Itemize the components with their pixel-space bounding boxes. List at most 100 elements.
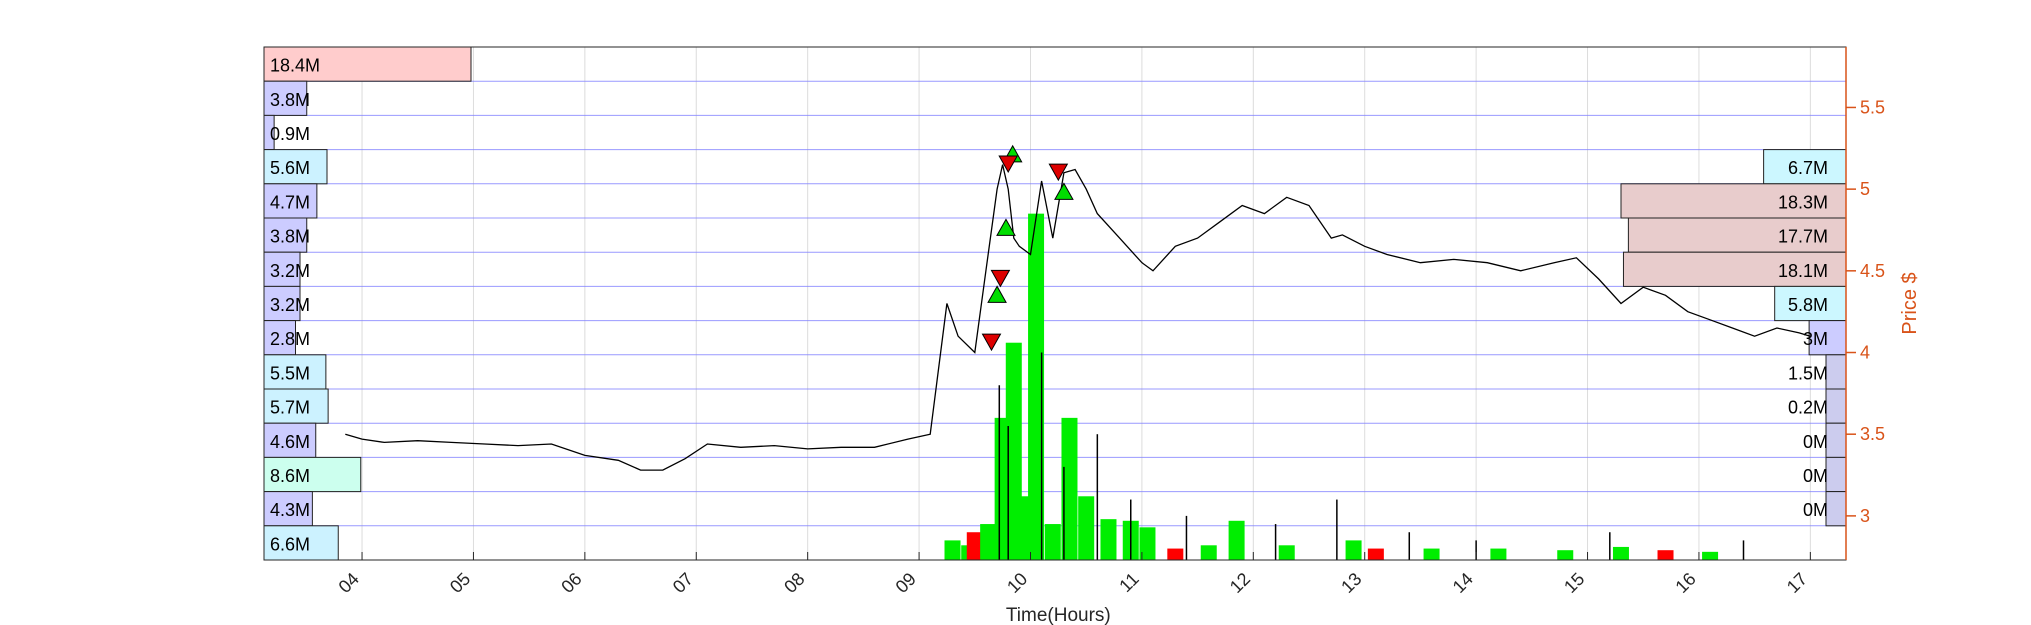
price-series	[345, 164, 1811, 471]
right-profile-label: 18.3M	[1778, 192, 1828, 212]
left-profile-label: 3.8M	[270, 227, 310, 247]
left-profile-label: 4.6M	[270, 432, 310, 452]
left-profile-bar	[263, 491, 313, 527]
right-volume-profile: 6.7M 18.3M 17.7M 18.1M 5.8M 3M 1.5M 0.2M 0M 0M 0M	[1620, 149, 1847, 527]
x-tick-label: 12	[1226, 569, 1254, 597]
volume-bar	[1657, 550, 1674, 560]
x-tick-label: 14	[1449, 569, 1477, 597]
right-profile-label: 18.1M	[1778, 261, 1828, 281]
right-profile-label: 6.7M	[1788, 158, 1828, 178]
x-tick-label: 11	[1115, 569, 1142, 596]
right-y-axis: 3 3.5 4 4.5 5 5.5	[1845, 47, 1885, 560]
buy-marker	[996, 218, 1016, 236]
volume-bar	[1078, 496, 1095, 560]
x-tick-label: 17	[1783, 569, 1811, 597]
right-profile-bar	[1808, 320, 1847, 356]
volume-bar	[1139, 527, 1156, 560]
right-profile-label: 0M	[1803, 432, 1828, 452]
volume-bar	[1167, 548, 1184, 560]
grid	[361, 47, 1811, 560]
volume-bar	[1028, 213, 1045, 560]
right-profile-label: 0M	[1803, 500, 1828, 520]
volume-bars	[944, 213, 1745, 560]
left-profile-label: 5.5M	[270, 363, 310, 383]
right-profile-label: 17.7M	[1778, 227, 1828, 247]
volume-bar	[1061, 417, 1078, 560]
volume-bar	[1557, 550, 1574, 560]
left-profile-label: 4.7M	[270, 192, 310, 212]
left-profile-bar	[263, 285, 301, 322]
right-profile-label: 0M	[1803, 466, 1828, 486]
volume-bar	[1612, 546, 1629, 560]
y-tick-label: 4.5	[1860, 261, 1885, 281]
x-tick-label: 13	[1337, 569, 1365, 597]
left-profile-label: 6.6M	[270, 534, 310, 554]
left-profile-bar	[263, 525, 339, 561]
volume-bar	[1278, 545, 1295, 560]
x-tick-label: 06	[557, 569, 585, 597]
left-profile-label: 0.9M	[270, 124, 310, 144]
sell-marker	[1048, 163, 1069, 182]
left-profile-bar	[263, 320, 296, 356]
right-profile-bar	[1620, 183, 1847, 219]
volume-bar	[1423, 548, 1440, 560]
x-tick-label: 09	[892, 569, 920, 597]
y-axis-label: Price $	[1899, 272, 1921, 334]
sell-marker	[981, 333, 1002, 352]
volume-bar	[1345, 540, 1362, 560]
left-profile-label: 3.2M	[270, 295, 310, 315]
right-profile-label: 0.2M	[1788, 398, 1828, 418]
left-profile-label: 3.2M	[270, 261, 310, 281]
left-profile-label: 5.7M	[270, 398, 310, 418]
x-tick-label: 10	[1003, 569, 1031, 597]
volume-bar	[1490, 548, 1507, 560]
left-profile-bar	[263, 183, 318, 219]
volume-bar	[1702, 551, 1719, 560]
x-axis-label: Time(Hours)	[1006, 605, 1111, 625]
y-tick-label: 3	[1860, 506, 1870, 526]
left-volume-profile: 18.4M 3.8M 0.9M 5.6M 4.7M 3.8M 3.2M 3.2M 2.8M 5.5…	[263, 46, 472, 561]
volume-bar	[1200, 545, 1217, 560]
left-profile-bar	[263, 46, 472, 82]
right-profile-bar	[1825, 491, 1847, 527]
trade-markers	[981, 144, 1074, 352]
x-tick-label: 08	[780, 569, 808, 597]
volume-bar	[1228, 520, 1245, 560]
x-tick-label: 16	[1671, 569, 1699, 597]
sell-marker	[998, 155, 1019, 174]
right-profile-bar	[1825, 456, 1847, 493]
right-profile-bar	[1825, 388, 1847, 424]
right-profile-bar	[1825, 422, 1847, 458]
left-profile-bar	[263, 354, 327, 390]
y-tick-label: 3.5	[1860, 424, 1885, 444]
volume-bar	[944, 540, 961, 560]
left-profile-label: 8.6M	[270, 466, 310, 486]
right-profile-bar	[1622, 251, 1847, 287]
volume-bar	[1367, 548, 1384, 560]
right-profile-label: 1.5M	[1788, 363, 1828, 383]
sell-marker	[990, 269, 1011, 288]
left-profile-label: 4.3M	[270, 500, 310, 520]
buy-marker	[1054, 182, 1074, 200]
left-profile-bar	[263, 388, 329, 424]
volume-bar	[966, 532, 983, 560]
left-profile-label: 2.8M	[270, 329, 310, 349]
left-profile-label: 18.4M	[270, 56, 320, 76]
x-tick-label: 05	[446, 569, 474, 597]
y-tick-label: 5.5	[1860, 97, 1885, 117]
x-tick-label: 15	[1560, 569, 1588, 597]
price-levels	[264, 46, 1846, 561]
right-profile-label: 3M	[1803, 329, 1828, 349]
left-profile-bar	[263, 80, 308, 116]
volume-bar	[1100, 519, 1117, 560]
right-profile-label: 5.8M	[1788, 295, 1828, 315]
x-tick-label: 07	[669, 569, 697, 597]
volume-bar	[1044, 524, 1061, 560]
left-profile-label: 3.8M	[270, 90, 310, 110]
right-profile-bar	[1774, 285, 1847, 322]
plot-frame	[263, 46, 1847, 561]
y-tick-label: 5	[1860, 179, 1870, 199]
buy-marker	[987, 285, 1007, 303]
right-profile-bar	[1825, 354, 1847, 390]
